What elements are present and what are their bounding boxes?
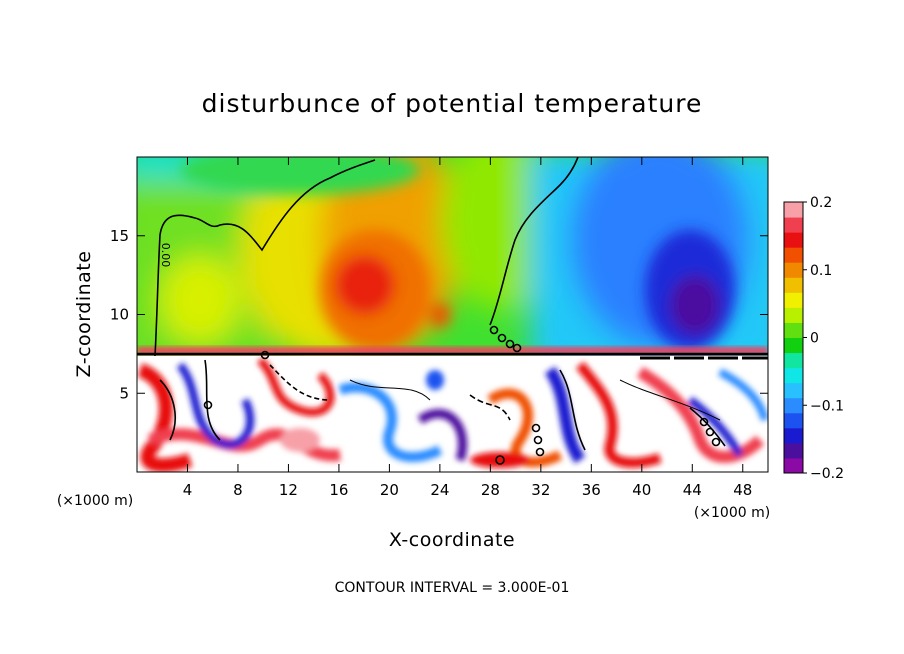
turbulent-filament-5 (338, 382, 443, 463)
x-tick-label: 4 (183, 481, 193, 499)
colorbar-tick-label: 0.2 (810, 195, 832, 211)
colorbar-swatch (784, 352, 803, 369)
zero-contour-east (489, 157, 579, 326)
warm-core-red (335, 255, 395, 315)
colorbar-swatch (784, 307, 803, 323)
contour-loop-3 (505, 339, 515, 349)
upper-field-cores (180, 157, 735, 350)
colorbar-swatch (784, 217, 803, 233)
interface-band (137, 347, 768, 355)
turbulent-filament-9 (576, 361, 662, 468)
contour-loop-7 (535, 447, 545, 457)
x-tick-label: 24 (430, 481, 449, 499)
x-unit-right: (×1000 m) (694, 505, 770, 521)
colorbar-swatch (784, 457, 803, 474)
chart-title: disturbunce of potential temperature (202, 89, 703, 118)
contour-loop-5 (531, 423, 541, 433)
contour-loop-9 (705, 427, 715, 437)
contour-lines (137, 157, 768, 465)
lower-contour-8 (689, 407, 726, 447)
x-tick-label: 28 (481, 481, 500, 499)
colorbar-ticks: 0.2 0.1 0 −0.1 −0.2 (803, 195, 844, 482)
field-left-yellow (160, 255, 240, 345)
colorbar-tick-label: 0.1 (810, 263, 832, 279)
turbulent-filament-8 (544, 366, 586, 464)
colorbar-swatch (784, 322, 803, 338)
turbulent-blob-3 (470, 452, 530, 468)
colorbar-swatch (784, 442, 803, 459)
x-axis-ticks: 4 8 12 16 20 24 28 32 36 40 44 48 (183, 157, 752, 499)
colorbar-swatch (784, 427, 803, 444)
lower-field (137, 356, 768, 472)
lower-contour-4 (349, 379, 431, 401)
x-tick-label: 8 (233, 481, 243, 499)
contour-loop-12 (260, 350, 270, 360)
turbulent-filament-11 (687, 396, 744, 458)
cold-core-violet (670, 275, 720, 335)
field-top-green-band (180, 157, 420, 195)
lower-contour-1 (159, 379, 176, 441)
colorbar-tick-label: 0 (810, 331, 819, 347)
plot-area: 0.00 0.00 (137, 157, 768, 472)
x-tick-label: 20 (380, 481, 399, 499)
colorbar-tick-label: −0.2 (810, 466, 844, 482)
turbulent-blob-1 (426, 370, 444, 390)
colorbar-swatch (784, 292, 803, 308)
colorbar-swatch (784, 247, 803, 263)
colorbar (783, 201, 804, 474)
turbulent-blob-2 (280, 428, 320, 452)
turbulent-filament-1 (137, 363, 193, 472)
contour-loop-1 (489, 325, 499, 335)
y-tick-label: 10 (110, 306, 129, 324)
y-axis-ticks: 5 10 15 (110, 227, 768, 402)
contour-loop-13 (495, 455, 505, 465)
x-tick-label: 12 (279, 481, 298, 499)
contour-interval-note: CONTOUR INTERVAL = 3.000E-01 (335, 580, 570, 596)
warm-spot-east (430, 303, 450, 327)
contour-loop-6 (533, 435, 543, 445)
lower-contour-3 (269, 364, 331, 401)
y-axis-label: Z-coordinate (73, 251, 95, 378)
colorbar-swatch (784, 412, 803, 429)
lower-contour-2 (204, 359, 221, 441)
colorbar-swatch (784, 382, 803, 399)
lower-contour-5 (469, 394, 511, 421)
contour-loop-2 (497, 333, 507, 343)
y-tick-label: 5 (119, 384, 129, 402)
contour-loop-10 (711, 437, 721, 447)
contour-label-west: 0.00 (159, 243, 172, 268)
y-tick-label: 15 (110, 227, 129, 245)
colorbar-tick-label: −0.1 (810, 398, 844, 414)
x-tick-label: 32 (531, 481, 550, 499)
colorbar-swatch (784, 367, 803, 384)
x-tick-label: 40 (632, 481, 651, 499)
contour-loop-11 (203, 400, 213, 410)
x-tick-label: 48 (733, 481, 752, 499)
x-axis-label: X-coordinate (389, 529, 515, 551)
colorbar-swatch (784, 232, 803, 248)
turbulent-filament-4 (257, 357, 335, 417)
lower-contour-7 (619, 379, 721, 421)
colorbar-swatch (784, 277, 803, 293)
contour-loop-8 (699, 417, 709, 427)
x-tick-label: 16 (329, 481, 348, 499)
field-right-of-center-green (440, 157, 560, 310)
colorbar-swatch (784, 337, 803, 354)
colorbar-swatch (784, 262, 803, 278)
x-tick-label: 36 (582, 481, 601, 499)
x-unit-left: (×1000 m) (57, 493, 133, 509)
colorbar-swatch (784, 202, 803, 218)
turbulent-filament-7 (487, 388, 563, 468)
turbulent-filament-3 (176, 362, 255, 449)
x-tick-label: 44 (683, 481, 702, 499)
zero-contour-west (154, 159, 376, 357)
colorbar-swatch (784, 397, 803, 414)
contour-loop-4 (512, 343, 522, 353)
turbulent-filament-6 (417, 409, 468, 462)
turbulent-filament-12 (718, 368, 768, 422)
lower-contour-6 (559, 369, 586, 451)
